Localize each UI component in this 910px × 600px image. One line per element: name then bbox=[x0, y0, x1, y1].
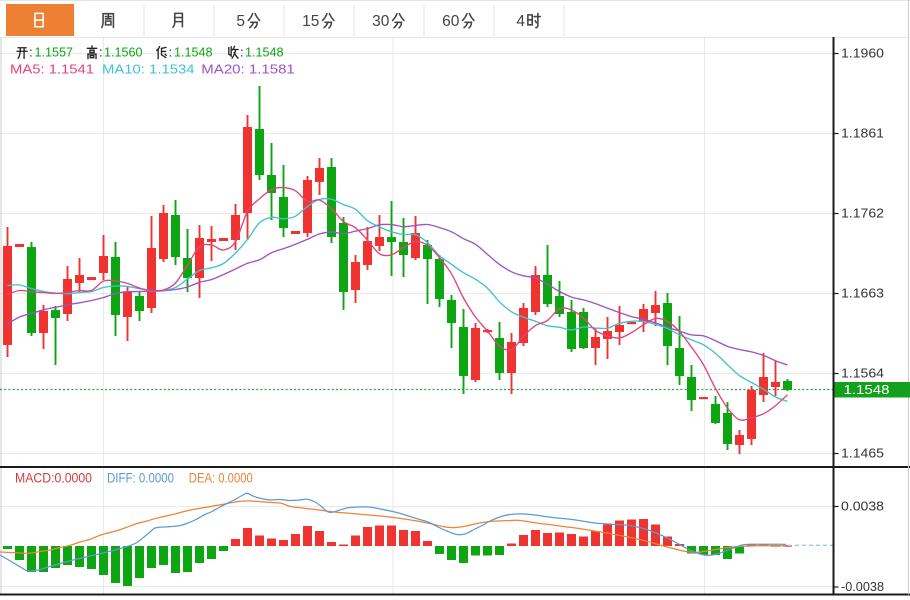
svg-text:4: 4 bbox=[516, 13, 525, 30]
svg-text:MA20: 1.1581: MA20: 1.1581 bbox=[201, 62, 294, 77]
svg-text::: : bbox=[169, 45, 173, 60]
svg-text:1.1557: 1.1557 bbox=[35, 45, 74, 60]
svg-text:1.1548: 1.1548 bbox=[245, 45, 284, 60]
svg-text:60: 60 bbox=[442, 13, 460, 30]
svg-text:1.1861: 1.1861 bbox=[841, 127, 884, 141]
svg-text:1.1663: 1.1663 bbox=[841, 287, 884, 301]
svg-text:1.1960: 1.1960 bbox=[841, 47, 884, 61]
svg-text:1.1560: 1.1560 bbox=[104, 45, 143, 60]
svg-text:-0.0038: -0.0038 bbox=[841, 580, 884, 594]
svg-text:30: 30 bbox=[372, 13, 390, 30]
svg-text:DEA: 0.0000: DEA: 0.0000 bbox=[189, 470, 253, 486]
svg-text:15: 15 bbox=[302, 13, 319, 30]
svg-text::: : bbox=[99, 45, 103, 60]
svg-text:1.1465: 1.1465 bbox=[841, 447, 884, 461]
svg-text:1.1564: 1.1564 bbox=[841, 367, 884, 381]
svg-text:MACD:0.0000: MACD:0.0000 bbox=[15, 470, 92, 486]
svg-text:5: 5 bbox=[236, 13, 245, 30]
svg-text:DIFF: 0.0000: DIFF: 0.0000 bbox=[107, 470, 174, 486]
svg-text::: : bbox=[29, 45, 33, 60]
svg-text::: : bbox=[240, 45, 244, 60]
svg-text:MA5: 1.1541: MA5: 1.1541 bbox=[10, 62, 94, 77]
svg-text:MA10: 1.1534: MA10: 1.1534 bbox=[102, 62, 195, 77]
svg-text:1.1548: 1.1548 bbox=[844, 382, 890, 397]
svg-text:1.1762: 1.1762 bbox=[841, 207, 884, 221]
svg-text:0.0038: 0.0038 bbox=[841, 500, 884, 514]
svg-text:1.1548: 1.1548 bbox=[174, 45, 213, 60]
